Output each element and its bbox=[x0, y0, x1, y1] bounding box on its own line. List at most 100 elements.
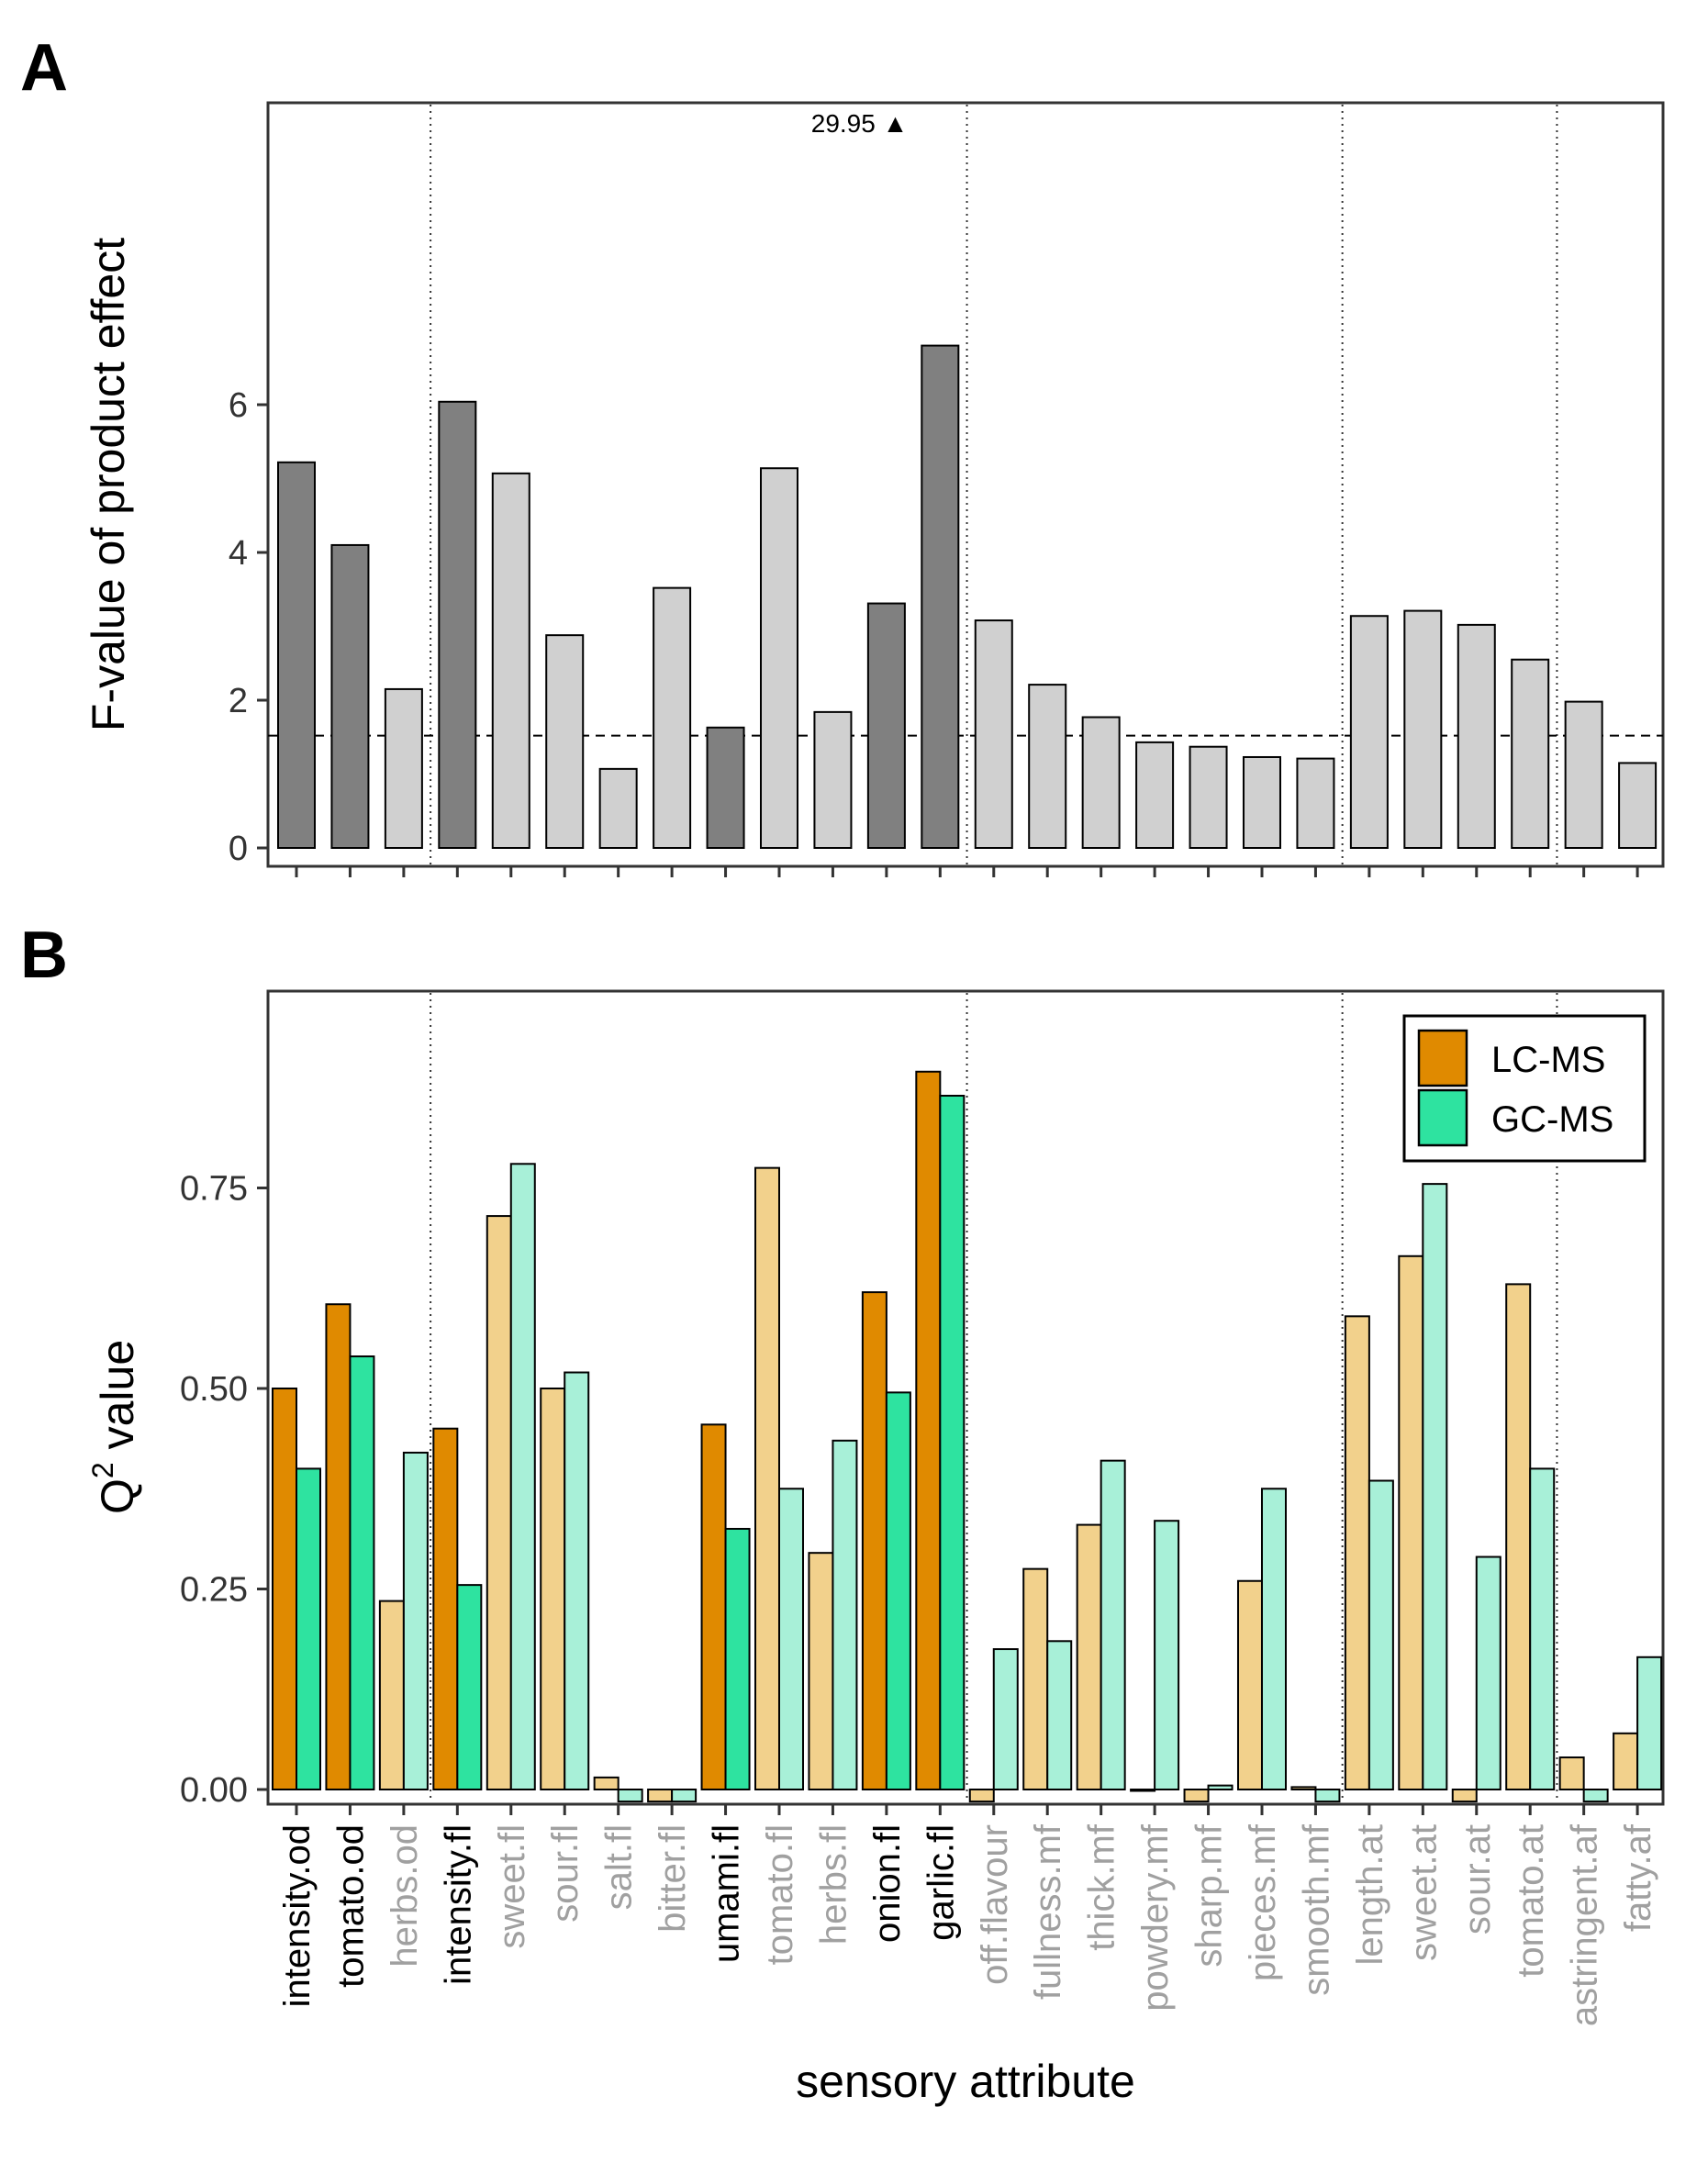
q2-bar-gc-ms-salt.fl bbox=[617, 1789, 643, 1803]
category-label-thick.mf: thick.mf bbox=[1082, 1823, 1122, 1951]
panel-b-y-tick-label: 0.00 bbox=[180, 1771, 248, 1810]
q2-bar-gc-ms-sharp.mf bbox=[1207, 1784, 1234, 1791]
q2-bar-lc-ms-pieces.mf bbox=[1236, 1579, 1263, 1791]
f-value-bar-intensity.fl bbox=[438, 400, 477, 849]
q2-bar-lc-ms-sweet.fl bbox=[486, 1215, 512, 1790]
q2-bar-lc-ms-sharp.mf bbox=[1183, 1789, 1210, 1803]
q2-bar-lc-ms-intensity.fl bbox=[432, 1427, 459, 1790]
category-label-pieces.mf: pieces.mf bbox=[1243, 1823, 1283, 1981]
panel-label-a: A bbox=[20, 31, 68, 105]
q2-bar-lc-ms-sweet.at bbox=[1398, 1254, 1424, 1791]
panel-b-y-tick-label: 0.50 bbox=[180, 1370, 248, 1409]
q2-bar-gc-ms-fatty.af bbox=[1636, 1656, 1663, 1791]
category-label-sweet.fl: sweet.fl bbox=[492, 1824, 532, 1949]
category-label-fatty.af: fatty.af bbox=[1618, 1823, 1658, 1932]
f-value-bar-sour.fl bbox=[545, 634, 585, 849]
q2-bar-lc-ms-onion.fl bbox=[861, 1291, 887, 1790]
category-label-smooth.mf: smooth.mf bbox=[1296, 1823, 1336, 1996]
legend-label-gc-ms: GC-MS bbox=[1491, 1099, 1613, 1140]
category-label-salt.fl: salt.fl bbox=[599, 1824, 640, 1910]
q2-bar-lc-ms-length.at bbox=[1344, 1315, 1370, 1790]
q2-bar-lc-ms-salt.fl bbox=[593, 1776, 620, 1791]
f-value-bar-garlic.fl bbox=[921, 344, 960, 850]
f-value-bar-herbs.fl bbox=[813, 710, 853, 849]
q2-bar-lc-ms-off.flavour bbox=[968, 1789, 995, 1803]
q2-bar-gc-ms-length.at bbox=[1368, 1479, 1394, 1790]
category-label-onion.fl: onion.fl bbox=[867, 1824, 908, 1943]
category-label-tomato.fl: tomato.fl bbox=[760, 1824, 800, 1965]
q2-bar-lc-ms-fatty.af bbox=[1613, 1732, 1639, 1790]
q2-bar-gc-ms-sour.at bbox=[1475, 1555, 1501, 1791]
f-value-bar-tomato.od bbox=[330, 543, 370, 849]
panel-a-y-tick-label: 0 bbox=[229, 830, 248, 868]
category-label-powdery.mf: powdery.mf bbox=[1135, 1823, 1176, 2012]
f-value-bar-smooth.mf bbox=[1296, 757, 1335, 849]
q2-bar-lc-ms-herbs.fl bbox=[808, 1552, 834, 1791]
category-label-herbs.fl: herbs.fl bbox=[813, 1824, 854, 1945]
category-label-sour.fl: sour.fl bbox=[545, 1824, 586, 1923]
q2-bar-gc-ms-tomato.fl bbox=[777, 1488, 804, 1790]
category-label-tomato.od: tomato.od bbox=[330, 1824, 371, 1988]
f-value-bar-sweet.fl bbox=[491, 472, 530, 849]
q2-bar-gc-ms-bitter.fl bbox=[671, 1789, 698, 1803]
category-label-sharp.mf: sharp.mf bbox=[1189, 1823, 1230, 1967]
category-label-off.flavour: off.flavour bbox=[975, 1824, 1015, 1985]
q2-bar-gc-ms-garlic.fl bbox=[939, 1094, 966, 1790]
f-value-bar-thick.mf bbox=[1081, 716, 1121, 850]
f-value-bar-sour.at bbox=[1457, 623, 1496, 850]
q2-bar-gc-ms-intensity.fl bbox=[456, 1584, 483, 1790]
q2-bar-lc-ms-powdery.mf bbox=[1130, 1789, 1156, 1792]
q2-bar-lc-ms-umami.fl bbox=[700, 1423, 727, 1790]
f-value-bar-salt.fl bbox=[598, 767, 638, 849]
category-label-fullness.mf: fullness.mf bbox=[1028, 1823, 1068, 2000]
q2-bar-lc-ms-sour.fl bbox=[540, 1388, 566, 1790]
f-value-bar-length.at bbox=[1349, 615, 1389, 849]
f-value-bar-tomato.at bbox=[1511, 658, 1550, 849]
q2-bar-gc-ms-pieces.mf bbox=[1260, 1488, 1287, 1790]
category-label-herbs.od: herbs.od bbox=[385, 1824, 425, 1968]
f-value-bar-onion.fl bbox=[866, 602, 906, 849]
f-value-bar-herbs.od bbox=[384, 687, 423, 849]
q2-bar-gc-ms-sweet.at bbox=[1422, 1183, 1448, 1790]
panel-b-y-tick-label: 0.75 bbox=[180, 1170, 248, 1209]
q2-bar-gc-ms-intensity.od bbox=[296, 1467, 321, 1791]
panel-a-chart: 0 2 4 6 29.95 ▲ F-value of product effect bbox=[83, 101, 1665, 877]
panel-a-y-axis-title: F-value of product effect bbox=[83, 238, 134, 731]
category-label-tomato.at: tomato.at bbox=[1511, 1824, 1551, 1978]
category-label-sweet.at: sweet.at bbox=[1403, 1824, 1444, 1961]
category-label-garlic.fl: garlic.fl bbox=[921, 1824, 961, 1941]
f-value-bar-sharp.mf bbox=[1189, 745, 1228, 850]
q2-bar-lc-ms-tomato.od bbox=[325, 1303, 352, 1790]
panel-a-y-tick-label: 6 bbox=[229, 386, 248, 425]
category-label-umami.fl: umami.fl bbox=[707, 1824, 747, 1963]
q2-bar-gc-ms-umami.fl bbox=[724, 1527, 751, 1790]
q2-bar-gc-ms-off.flavour bbox=[992, 1648, 1019, 1791]
q2-bar-gc-ms-onion.fl bbox=[885, 1391, 911, 1790]
q2-bar-lc-ms-sour.at bbox=[1451, 1789, 1478, 1803]
q2-bar-lc-ms-tomato.fl bbox=[754, 1166, 780, 1790]
legend-label-lc-ms: LC-MS bbox=[1491, 1040, 1605, 1080]
f-value-bar-off.flavour bbox=[974, 619, 1013, 849]
q2-bar-gc-ms-powdery.mf bbox=[1154, 1520, 1180, 1790]
q2-bar-gc-ms-tomato.od bbox=[349, 1355, 375, 1791]
legend: LC-MS GC-MS bbox=[1402, 1014, 1647, 1163]
f-value-bar-intensity.od bbox=[277, 461, 316, 849]
f-value-bar-pieces.mf bbox=[1242, 755, 1281, 849]
panel-a-outlier-annotation: 29.95 ▲ bbox=[811, 109, 909, 138]
f-value-bar-tomato.fl bbox=[759, 467, 798, 849]
category-label-length.at: length.at bbox=[1350, 1824, 1390, 1965]
q2-bar-gc-ms-astringent.af bbox=[1582, 1789, 1609, 1803]
panel-a-frame bbox=[266, 101, 1665, 868]
category-label-sour.at: sour.at bbox=[1457, 1824, 1498, 1934]
q2-bar-gc-ms-tomato.at bbox=[1529, 1467, 1556, 1791]
x-axis-title: sensory attribute bbox=[796, 2056, 1135, 2107]
q2-bar-lc-ms-tomato.at bbox=[1505, 1283, 1532, 1790]
q2-bar-lc-ms-astringent.af bbox=[1558, 1756, 1585, 1791]
f-value-bar-powdery.mf bbox=[1135, 741, 1175, 850]
q2-bar-gc-ms-fullness.mf bbox=[1046, 1640, 1073, 1791]
q2-bar-lc-ms-fullness.mf bbox=[1022, 1567, 1049, 1791]
f-value-bar-fullness.mf bbox=[1028, 684, 1067, 849]
category-label-bitter.fl: bitter.fl bbox=[653, 1824, 693, 1933]
q2-bar-lc-ms-bitter.fl bbox=[647, 1789, 674, 1803]
